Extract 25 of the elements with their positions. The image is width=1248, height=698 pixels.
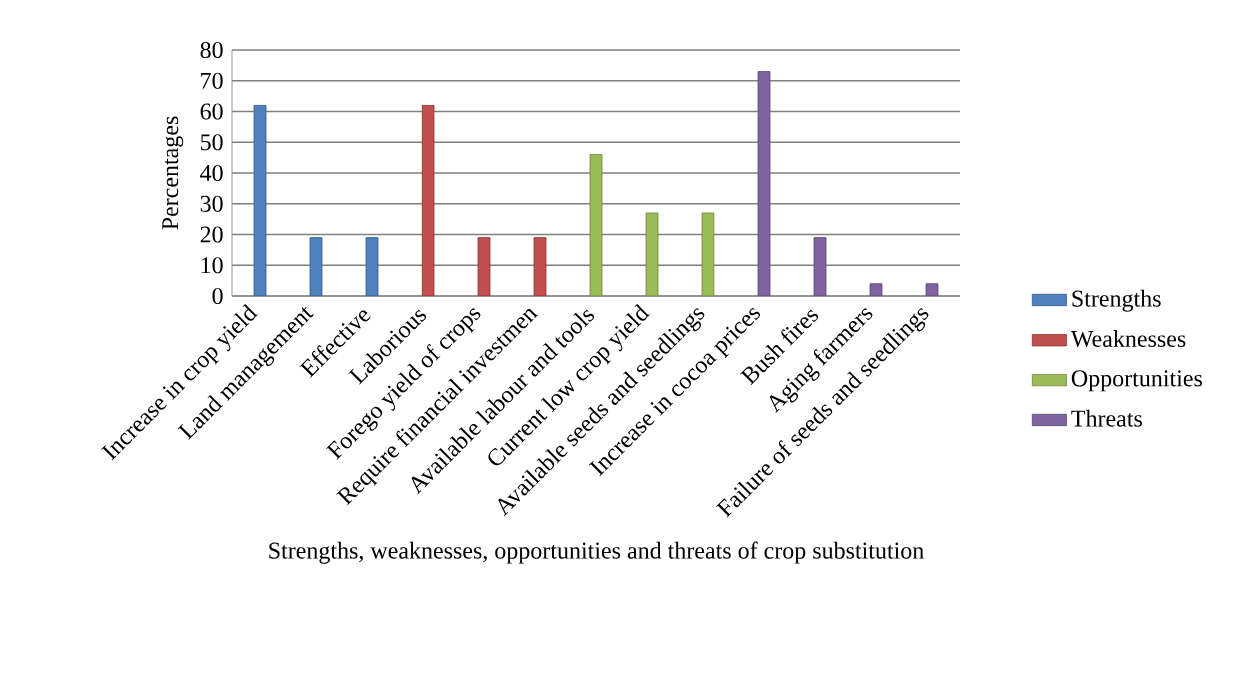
bar	[757, 71, 771, 296]
legend-label: Strengths	[1072, 289, 1161, 312]
legend-label: Opportunities	[1071, 370, 1202, 392]
y-tick-label: 40	[200, 164, 223, 182]
y-tick-label: 10	[201, 257, 223, 274]
y-tick-label: 0	[212, 287, 223, 305]
bar	[309, 237, 323, 296]
legend-label: Threats	[1071, 409, 1142, 427]
y-tick-label: 60	[200, 103, 223, 120]
bar	[645, 212, 659, 296]
bar	[701, 212, 715, 296]
y-axis-title: Percentages	[162, 116, 184, 230]
bar	[869, 283, 883, 296]
y-tick-label: 80	[200, 41, 223, 59]
y-tick-label: 20	[200, 226, 223, 243]
bar	[813, 237, 827, 296]
legend-label: Weaknesses	[1070, 330, 1186, 348]
x-axis-title: Strengths, weaknesses, opportunities and threats of crop substitution	[269, 541, 924, 564]
bar	[365, 237, 379, 296]
y-tick-label: 50	[200, 134, 223, 151]
bar	[589, 154, 603, 296]
bar	[925, 283, 939, 296]
y-tick-label: 70	[201, 72, 223, 89]
bar	[253, 104, 267, 296]
y-tick-label: 30	[200, 195, 223, 212]
